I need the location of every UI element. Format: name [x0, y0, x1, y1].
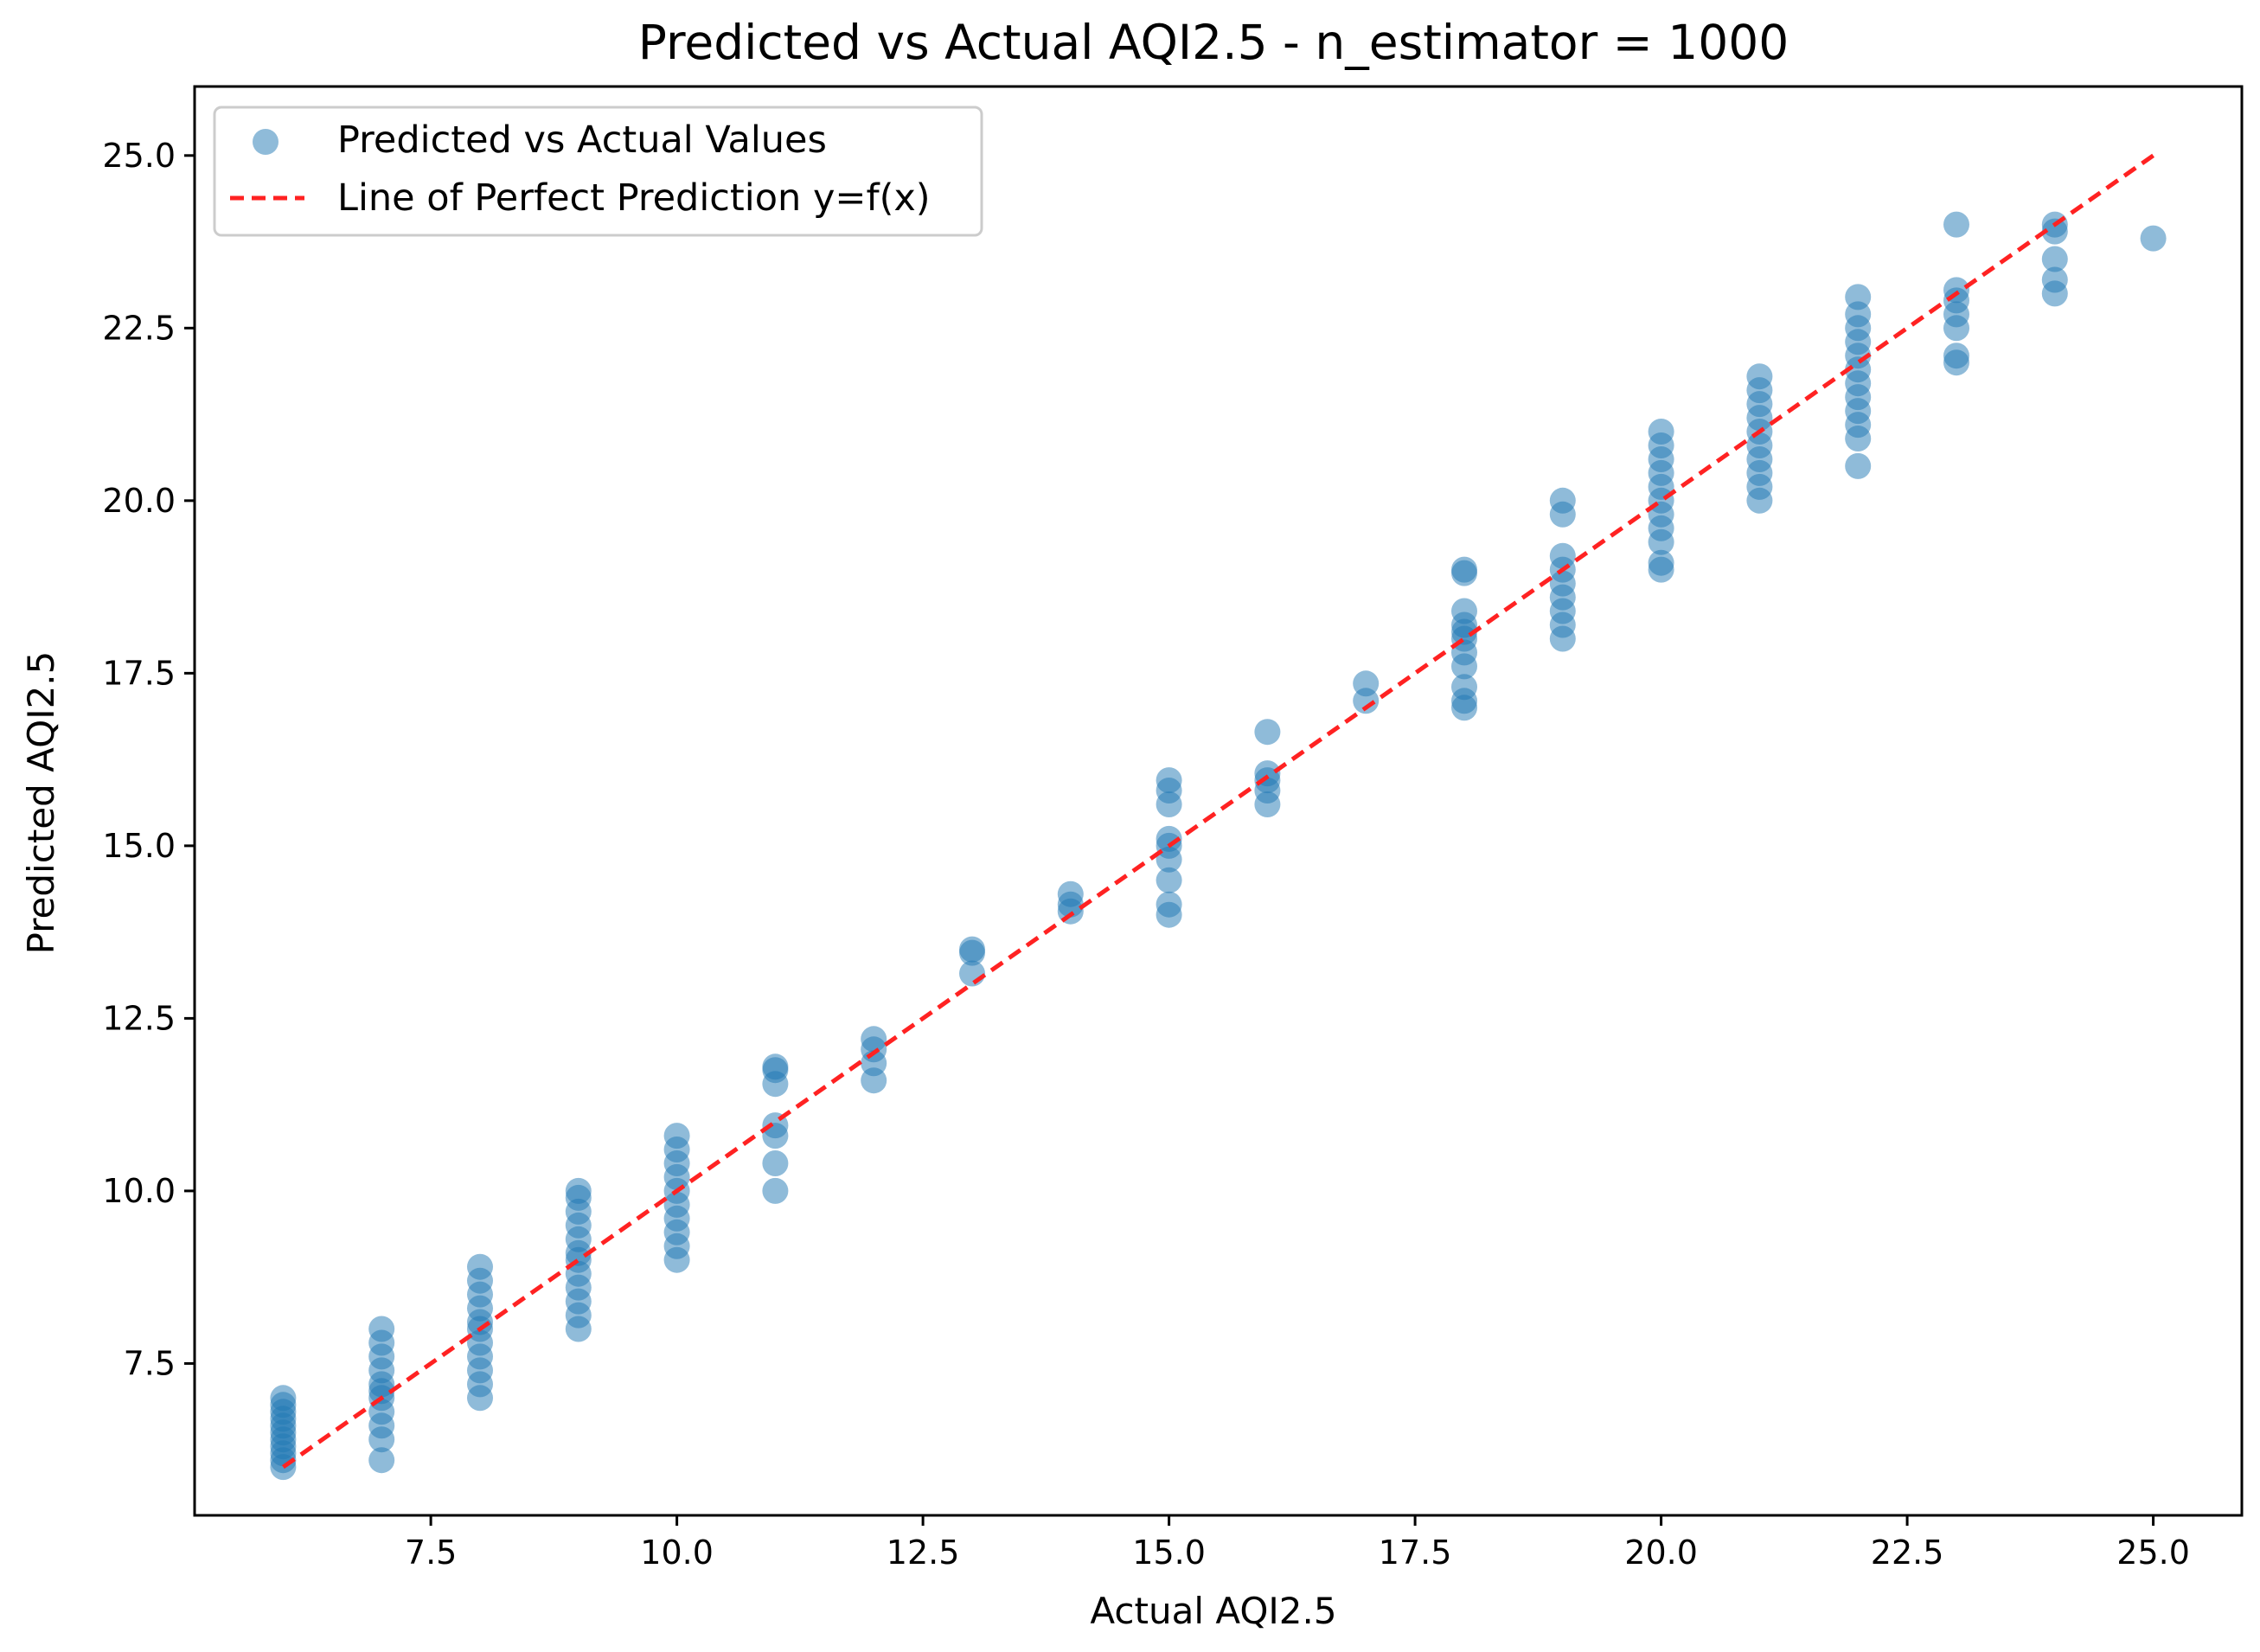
x-tick-label: 7.5	[405, 1534, 457, 1572]
y-tick-label: 7.5	[124, 1344, 176, 1382]
scatter-point	[1648, 419, 1674, 445]
y-tick-label: 25.0	[102, 137, 176, 175]
scatter-point	[1156, 767, 1182, 794]
chart-title: Predicted vs Actual AQI2.5 - n_estimator…	[638, 15, 1789, 70]
scatter-point	[762, 1177, 789, 1204]
scatter-point	[1254, 719, 1281, 746]
y-tick-label: 10.0	[102, 1172, 176, 1210]
scatter-point	[861, 1026, 887, 1053]
scatter-point	[2041, 266, 2068, 293]
y-tick-label: 15.0	[102, 827, 176, 865]
y-tick-label: 12.5	[102, 999, 176, 1037]
y-axis-label: Predicted AQI2.5	[20, 651, 62, 955]
scatter-point	[762, 1150, 789, 1176]
scatter-point	[1845, 452, 1872, 479]
scatter-point	[762, 1053, 789, 1080]
scatter-point	[368, 1316, 395, 1342]
x-tick-label: 25.0	[2116, 1534, 2190, 1572]
scatter-point	[467, 1253, 493, 1280]
x-axis-label: Actual AQI2.5	[1090, 1590, 1336, 1632]
legend-box	[213, 106, 983, 237]
scatter-point	[663, 1123, 690, 1149]
scatter-point	[1549, 542, 1576, 569]
scatter-point	[368, 1447, 395, 1474]
x-tick-label: 17.5	[1379, 1534, 1452, 1572]
scatter-point	[2041, 246, 2068, 272]
scatter-point	[1156, 867, 1182, 893]
scatter-point	[1353, 670, 1380, 697]
scatter-point	[270, 1385, 297, 1412]
plot-frame	[193, 85, 2244, 1517]
x-tick-label: 10.0	[640, 1534, 714, 1572]
scatter-point	[2140, 225, 2167, 252]
legend: Predicted vs Actual Values Line of Perfe…	[213, 106, 983, 237]
legend-label-scatter: Predicted vs Actual Values	[337, 118, 827, 162]
perfect-prediction-line	[281, 153, 2155, 1470]
scatter-point	[1156, 891, 1182, 918]
axes: 7.5 10.0 12.5 15.0 17.5 20.0 22.5 25.0 7.5 10.0 12…	[102, 85, 2244, 1572]
x-tick-label: 12.5	[887, 1534, 960, 1572]
scatter-point	[1451, 674, 1477, 701]
y-tick-label: 17.5	[102, 654, 176, 692]
plot-area	[270, 153, 2167, 1481]
scatter-point	[1746, 363, 1773, 390]
x-tick-label: 22.5	[1871, 1534, 1944, 1572]
legend-label-line: Line of Perfect Prediction y=f(x)	[337, 176, 931, 220]
scatter-point	[1845, 284, 1872, 311]
scatter-point	[1648, 549, 1674, 576]
y-tick-label: 20.0	[102, 482, 176, 520]
scatter-point	[1943, 211, 1969, 238]
scatter-point	[1057, 880, 1084, 907]
x-tick-label: 20.0	[1624, 1534, 1698, 1572]
legend-scatter-marker	[253, 129, 278, 155]
x-tick-label: 15.0	[1132, 1534, 1206, 1572]
scatter-point	[565, 1177, 592, 1204]
scatter-point	[1451, 598, 1477, 624]
scatter-point	[1156, 825, 1182, 852]
scatter-point	[1451, 556, 1477, 583]
scatter-point	[1943, 343, 1969, 369]
scatter-point	[1549, 487, 1576, 514]
scatter-point	[959, 936, 985, 963]
y-tick-label: 22.5	[102, 309, 176, 347]
